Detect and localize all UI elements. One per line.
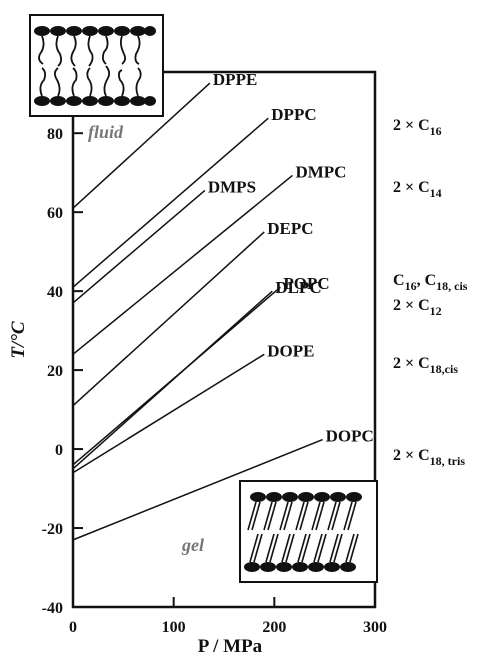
x-tick-label: 300	[363, 619, 387, 636]
chain-annotation: C16, C18, cis	[393, 272, 468, 293]
chain-text: 2 × C	[393, 297, 430, 314]
x-tick-label: 200	[262, 619, 286, 636]
chain-text: C	[393, 272, 405, 289]
subscript: 16	[405, 279, 417, 293]
series-label: DPPE	[213, 70, 257, 89]
y-axis-label: T/°C	[8, 321, 29, 358]
series-line	[72, 438, 323, 541]
series-line	[72, 353, 265, 474]
series-label: DMPS	[208, 177, 256, 196]
y-tick-label: 0	[55, 442, 63, 459]
chain-annotation: 2 × C14	[393, 179, 442, 200]
series-line	[72, 117, 269, 288]
series-label: DLPC	[275, 278, 321, 297]
chain-annotation: 2 × C16	[393, 117, 442, 138]
series-label: DOPE	[267, 341, 314, 360]
y-tick-label: -20	[42, 521, 63, 538]
chain-annotation: 2 × C18, tris	[393, 447, 465, 468]
series-line	[72, 231, 265, 407]
annotation: fluid	[88, 122, 124, 142]
series-label: POPC	[283, 274, 329, 293]
chain-text: 2 × C	[393, 447, 430, 464]
subscript: 16	[430, 124, 442, 138]
series-label: DOPC	[326, 427, 374, 446]
chain-text: 2 × C	[393, 179, 430, 196]
y-tick-label: 60	[47, 205, 63, 222]
y-tick-label: 20	[47, 363, 63, 380]
series-line	[72, 189, 206, 304]
subscript: 18, cis	[436, 279, 468, 293]
series-line	[72, 290, 273, 470]
bilayer-fluid-icon	[29, 14, 164, 117]
subscript: 18, tris	[430, 454, 466, 468]
series-line	[72, 174, 293, 355]
series-label: DEPC	[267, 219, 313, 238]
chain-text: 2 × C	[393, 355, 430, 372]
series-label: DMPC	[295, 162, 346, 181]
subscript: 18,cis	[430, 362, 459, 376]
bilayer-gel-icon	[239, 480, 378, 583]
chain-annotation: 2 × C12	[393, 297, 442, 318]
y-tick-label: 40	[47, 284, 63, 301]
subscript: 14	[430, 186, 442, 200]
series-line	[72, 82, 211, 209]
chain-text: , C	[417, 272, 437, 289]
x-axis-label: P / MPa	[198, 636, 263, 657]
y-tick-label: 80	[47, 126, 63, 143]
series-label: DPPC	[271, 105, 316, 124]
x-tick-label: 100	[162, 619, 186, 636]
y-tick-label: -40	[42, 600, 63, 617]
plot-frame	[71, 70, 377, 609]
subscript: 12	[430, 304, 442, 318]
chain-annotation: 2 × C18,cis	[393, 355, 458, 376]
x-tick-label: 0	[69, 619, 77, 636]
chain-text: 2 × C	[393, 117, 430, 134]
annotation: gel	[181, 535, 204, 555]
